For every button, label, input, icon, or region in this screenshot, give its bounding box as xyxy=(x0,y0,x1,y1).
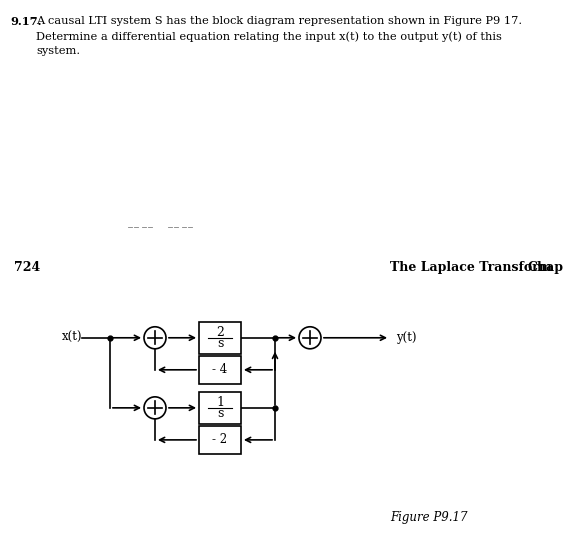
Bar xyxy=(199,322,241,354)
Text: s: s xyxy=(217,337,223,350)
Text: 9.17.: 9.17. xyxy=(10,16,41,27)
Text: - 2: - 2 xyxy=(212,433,228,447)
Bar xyxy=(199,392,241,424)
Text: The Laplace Transform: The Laplace Transform xyxy=(390,261,552,274)
Text: Determine a differential equation relating the input x(t) to the output y(t) of : Determine a differential equation relati… xyxy=(36,31,502,42)
Text: 2: 2 xyxy=(216,326,224,339)
Text: A causal LTI system S has the block diagram representation shown in Figure P9 17: A causal LTI system S has the block diag… xyxy=(36,16,522,26)
Text: x(t): x(t) xyxy=(62,332,82,344)
Text: system.: system. xyxy=(36,46,80,56)
Text: - 4: - 4 xyxy=(212,363,228,376)
Text: 724: 724 xyxy=(14,261,40,274)
Text: s: s xyxy=(217,407,223,420)
Bar xyxy=(199,356,241,384)
Text: Figure P9.17: Figure P9.17 xyxy=(390,511,467,524)
Bar xyxy=(199,426,241,454)
Text: 1: 1 xyxy=(216,396,224,409)
Text: y(t): y(t) xyxy=(396,332,416,344)
Text: Chap: Chap xyxy=(528,261,564,274)
